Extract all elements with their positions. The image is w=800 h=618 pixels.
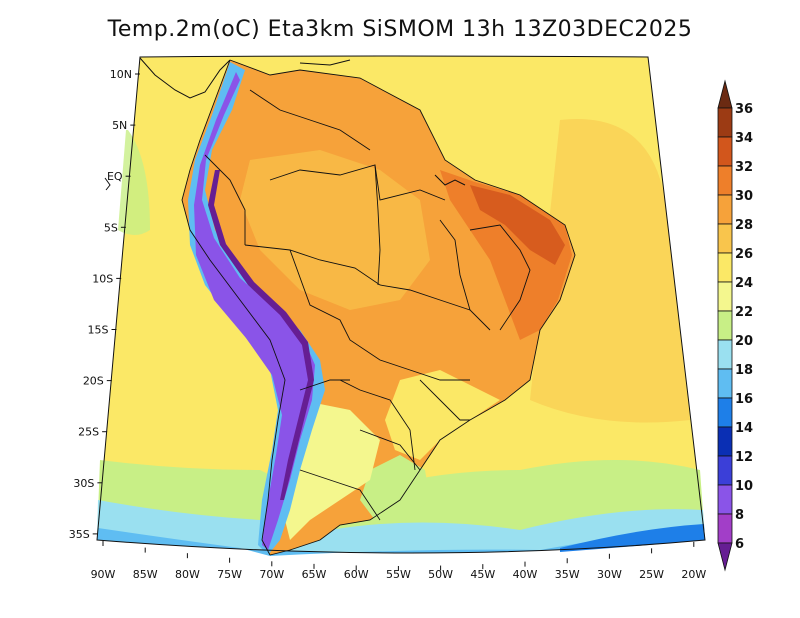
colorbar-label: 32 (735, 160, 753, 175)
southeast-coldest-band (560, 524, 705, 552)
longitude-label: 70W (259, 568, 284, 581)
atlantic-warm-band (530, 119, 690, 423)
longitude-label: 40W (513, 568, 538, 581)
latitude-label: 10N (110, 68, 132, 81)
southern-brazil-region (360, 455, 430, 520)
colorbar-label: 26 (735, 247, 753, 262)
colorbar-segment (717, 426, 733, 457)
colorbar-segment (717, 165, 733, 196)
longitude-label: 60W (344, 568, 369, 581)
longitude-label: 65W (302, 568, 327, 581)
northeast-hottest-spots (470, 185, 565, 265)
colorbar-segment (717, 252, 733, 283)
colorbar-label: 28 (735, 218, 753, 233)
colorbar-segment (717, 455, 733, 486)
colorbar-label: 8 (735, 508, 744, 523)
colorbar-label: 20 (735, 334, 753, 349)
latitude-label: 35S (69, 528, 90, 541)
colorbar-label: 6 (735, 537, 744, 552)
map-title: Temp.2m(oC) Eta3km SiSMOM 13h 13Z03DEC20… (107, 17, 693, 42)
longitude-label: 30W (597, 568, 622, 581)
temperature-colorbar: 36 34 32 30 28 26 24 22 20 18 16 14 12 10 8 6 (717, 79, 753, 572)
colorbar-segment (717, 281, 733, 312)
colorbar-min-triangle (717, 542, 733, 572)
colorbar-segment (717, 339, 733, 370)
colorbar-segment (717, 223, 733, 254)
colorbar-segment (717, 513, 733, 544)
colorbar-label: 14 (735, 421, 753, 436)
latitude-label: 15S (88, 324, 109, 337)
longitude-label: 25W (639, 568, 664, 581)
longitude-label: 75W (217, 568, 242, 581)
colorbar-label: 36 (735, 102, 753, 117)
colorbar-label: 12 (735, 450, 753, 465)
latitude-label: 5N (112, 119, 127, 132)
colorbar-segment (717, 368, 733, 399)
latitude-label: 30S (73, 477, 94, 490)
map-frame (96, 55, 706, 554)
longitude-label: 85W (133, 568, 158, 581)
colorbar-label: 18 (735, 363, 753, 378)
andes-colder-band (194, 72, 315, 550)
longitude-label: 35W (555, 568, 580, 581)
southeast-brazil-region (385, 370, 500, 460)
colorbar-label: 10 (735, 479, 753, 494)
longitude-label: 20W (681, 568, 706, 581)
latitude-axis: 10N 5N EQ 5S 10S 15S 20S 25S 30S 35S (69, 68, 140, 541)
latitude-label: 25S (78, 426, 99, 439)
colorbar-label: 30 (735, 189, 753, 204)
northeast-hot-region (440, 170, 572, 340)
latitude-label: 20S (83, 375, 104, 388)
south-colder-band (97, 528, 705, 556)
colorbar-segment (717, 310, 733, 341)
amazon-warm-region (240, 150, 430, 310)
latitude-label: 5S (104, 221, 118, 234)
longitude-label: 80W (175, 568, 200, 581)
colorbar-label: 22 (735, 305, 753, 320)
colorbar-segment (717, 194, 733, 225)
longitude-label: 45W (470, 568, 495, 581)
coastline-details (104, 57, 466, 191)
colorbar-segment (717, 107, 733, 138)
longitude-label: 50W (428, 568, 453, 581)
colorbar-segment (717, 484, 733, 515)
south-cold-band (97, 500, 705, 553)
colorbar-label: 16 (735, 392, 753, 407)
latitude-label: 10S (92, 272, 113, 285)
colorbar-label: 34 (735, 131, 753, 146)
colorbar-segment (717, 136, 733, 167)
colorbar-max-triangle (717, 79, 733, 109)
map-data-area (97, 56, 705, 556)
longitude-label: 90W (91, 568, 116, 581)
colorbar-segment (717, 397, 733, 428)
colorbar-label: 24 (735, 276, 753, 291)
longitude-label: 55W (386, 568, 411, 581)
longitude-axis: 90W 85W 80W 75W 70W 65W 60W 55W 50W 45W 40W 35W 30W 2… (91, 541, 706, 581)
latitude-label: EQ (107, 170, 123, 183)
political-borders (181, 59, 576, 556)
